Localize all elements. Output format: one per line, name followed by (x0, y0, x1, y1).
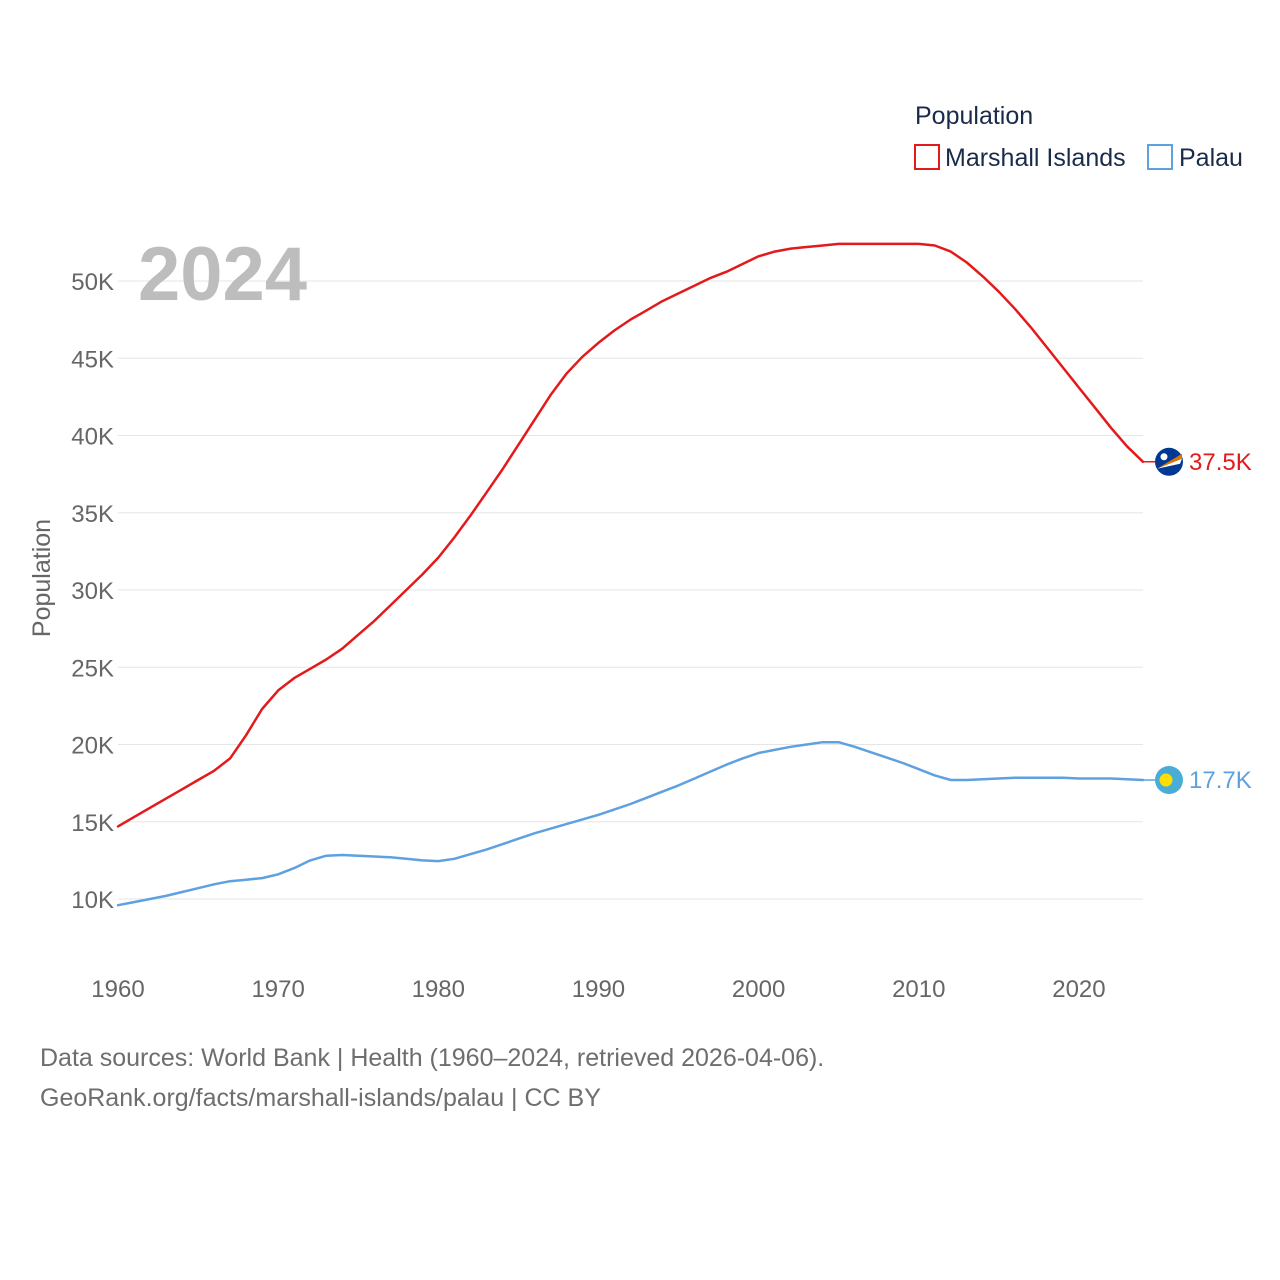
y-tick-label: 20K (71, 733, 114, 760)
y-axis-label: Population (28, 519, 56, 637)
x-tick-label: 1990 (572, 976, 625, 1003)
series-line-marshall-islands (116, 242, 1145, 828)
legend-label-palau: Palau (1179, 144, 1243, 172)
x-tick-label: 1960 (91, 976, 144, 1003)
footer-sources: Data sources: World Bank | Health (1960–… (40, 1044, 825, 1072)
x-tick-label: 2000 (732, 976, 785, 1003)
x-tick-label: 1980 (412, 976, 465, 1003)
end-value-label-palau: 17.7K (1189, 767, 1252, 794)
y-tick-label: 45K (71, 346, 114, 373)
y-tick-label: 10K (71, 887, 114, 914)
legend-swatch-marshall-islands (914, 144, 940, 170)
legend: Population Marshall Islands Palau (914, 102, 1243, 172)
series-end-markers: 37.5K 17.7K (1143, 447, 1252, 795)
y-tick-label: 30K (71, 578, 114, 605)
x-tick-label: 2020 (1052, 976, 1105, 1003)
grid-lines (118, 280, 1143, 900)
legend-item-marshall-islands[interactable]: Marshall Islands (914, 144, 1126, 172)
series-lines (116, 242, 1145, 907)
marshall-islands-flag-icon (1155, 447, 1183, 476)
y-axis-ticks: 10K 15K 20K 25K 30K 35K 40K 45K 50K (71, 269, 114, 914)
legend-label-marshall-islands: Marshall Islands (945, 144, 1126, 172)
x-tick-label: 2010 (892, 976, 945, 1003)
palau-flag-icon (1155, 766, 1183, 795)
x-axis-ticks: 1960 1970 1980 1990 2000 2010 2020 (91, 976, 1105, 1003)
year-label: 2024 (138, 232, 307, 317)
end-value-label-marshall-islands: 37.5K (1189, 449, 1252, 476)
legend-swatch-palau (1147, 144, 1173, 170)
y-tick-label: 35K (71, 501, 114, 528)
x-tick-label: 1970 (251, 976, 304, 1003)
y-tick-label: 50K (71, 269, 114, 296)
legend-title: Population (915, 102, 1033, 130)
y-tick-label: 25K (71, 655, 114, 682)
footer-attribution[interactable]: GeoRank.org/facts/marshall-islands/palau… (40, 1084, 601, 1112)
y-tick-label: 40K (71, 424, 114, 451)
legend-item-palau[interactable]: Palau (1147, 144, 1243, 172)
y-tick-label: 15K (71, 810, 114, 837)
series-line-palau (116, 740, 1145, 907)
